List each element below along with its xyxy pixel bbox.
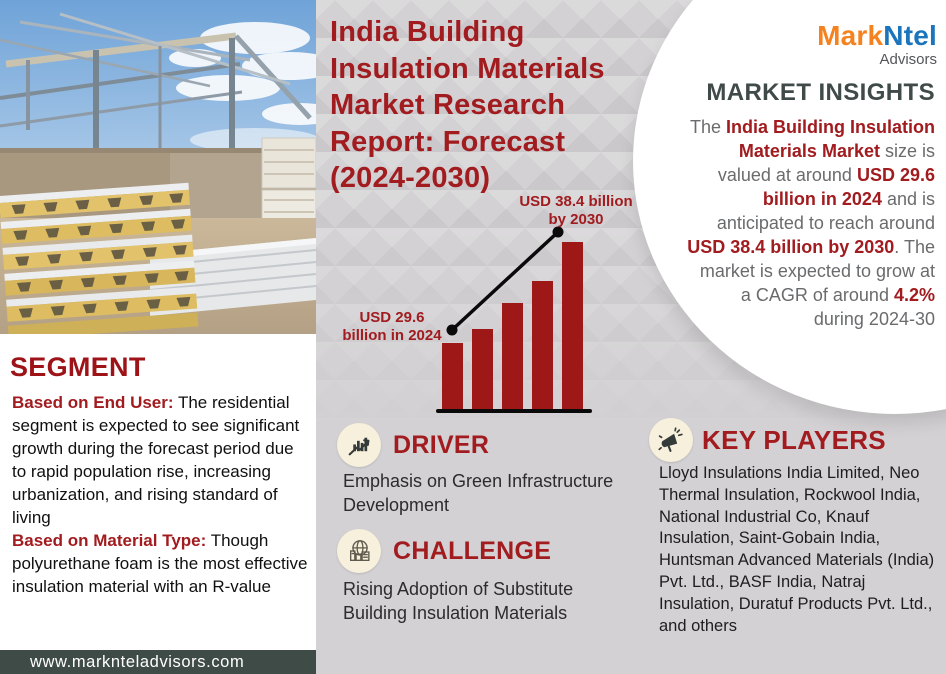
chart-bars [442, 242, 583, 409]
chart-bar [532, 281, 553, 409]
market-growth-chart [436, 224, 592, 413]
construction-site-photo [0, 0, 316, 334]
megaphone-icon [657, 426, 683, 452]
chart-baseline [436, 409, 592, 413]
segment-item-end-user: Based on End User: The residential segme… [12, 393, 300, 527]
key-players-heading: KEY PLAYERS [702, 425, 886, 455]
website-link[interactable]: www.marknteladvisors.com [30, 652, 245, 671]
segment-heading: SEGMENT [10, 352, 146, 382]
markntel-logo: MarkNtel Advisors [817, 20, 937, 68]
key-players-text: Lloyd Insulations India Limited, Neo The… [659, 464, 935, 635]
logo-wordmark: MarkNtel [817, 20, 937, 51]
driver-heading: DRIVER [393, 431, 490, 459]
insulation-panel-stack [0, 182, 199, 334]
factory-globe-icon [349, 539, 370, 561]
segment-body: Based on End User: The residential segme… [12, 391, 312, 598]
challenge-text: Rising Adoption of Substitute Building I… [343, 579, 574, 623]
chart-bar [502, 303, 523, 409]
challenge-heading: CHALLENGE [393, 537, 552, 565]
trend-start-dot [446, 324, 458, 336]
chart-bar [472, 329, 493, 409]
steel-frame [0, 12, 312, 162]
report-title: India Building Insulation Materials Mark… [330, 16, 605, 194]
driver-text: Emphasis on Green Infrastructure Develop… [343, 471, 614, 515]
chart-bar [442, 343, 463, 409]
driver-icon-circle [337, 423, 381, 467]
chart-trendline [446, 226, 564, 336]
growth-chart-icon [348, 437, 369, 455]
left-column: SEGMENT Based on End User: The residenti… [0, 0, 316, 674]
chart-bar [562, 242, 583, 409]
segment-item-material-type: Based on Material Type: Though polyureth… [12, 531, 308, 596]
footer-bar: www.marknteladvisors.com [0, 650, 316, 674]
market-insights-text: The India Building Insulation Materials … [687, 117, 935, 329]
key-players-icon-circle [649, 418, 693, 462]
market-insights-heading: MARKET INSIGHTS [706, 79, 935, 106]
challenge-icon-circle [337, 529, 381, 573]
chart-start-label: USD 29.6 billion in 2024 [342, 309, 442, 344]
trend-end-dot [552, 226, 564, 238]
logo-subtitle: Advisors [879, 51, 937, 68]
chart-end-label: USD 38.4 billion by 2030 [519, 193, 633, 228]
